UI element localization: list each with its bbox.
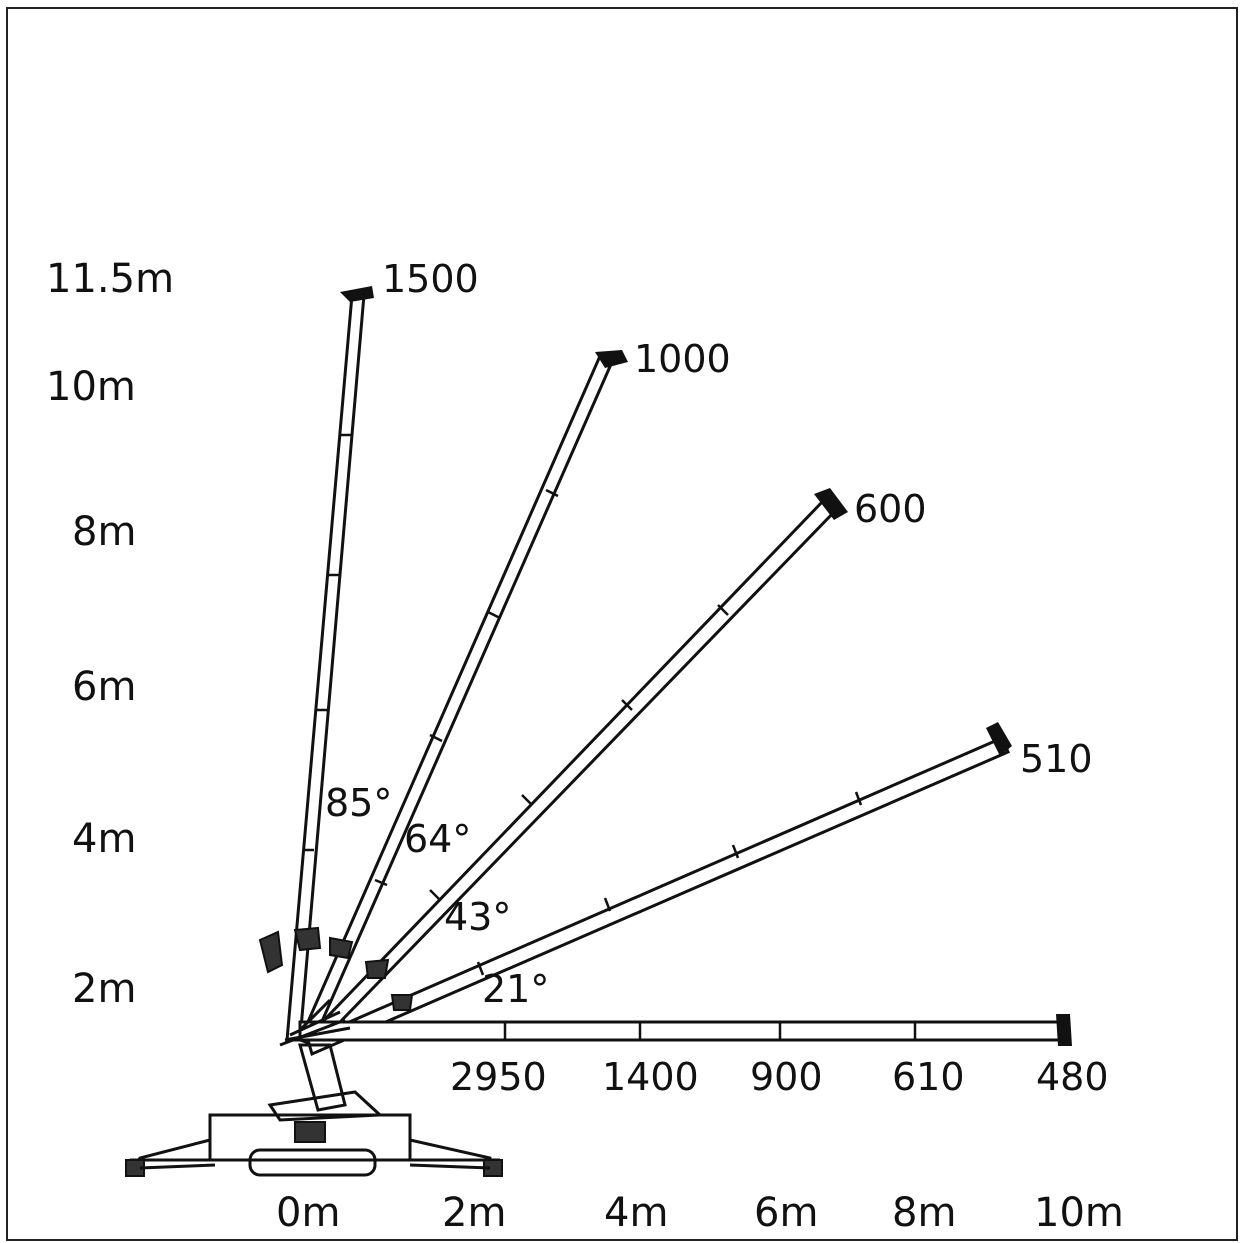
crane-base — [125, 1043, 503, 1177]
hook-icon — [340, 286, 374, 302]
angle-label: 85° — [325, 781, 392, 825]
horizontal-load-label: 2950 — [450, 1055, 547, 1099]
hook-icon — [1056, 1014, 1072, 1046]
x-axis-label: 0m — [276, 1190, 340, 1236]
horizontal-load-label: 1400 — [602, 1055, 699, 1099]
tip-load-label: 1500 — [382, 257, 479, 301]
y-axis-label: 4m — [72, 816, 136, 862]
angle-label: 43° — [444, 895, 511, 939]
y-axis-label: 10m — [46, 364, 136, 410]
horizontal-load-label: 480 — [1036, 1055, 1109, 1099]
y-axis-label: 2m — [72, 966, 136, 1012]
angle-label: 21° — [482, 967, 549, 1011]
x-axis-label: 4m — [604, 1190, 668, 1236]
horizontal-load-label: 610 — [892, 1055, 965, 1099]
x-axis-label: 2m — [442, 1190, 506, 1236]
tip-load-label: 600 — [854, 487, 927, 531]
tip-load-label: 510 — [1020, 737, 1093, 781]
x-axis-label: 6m — [754, 1190, 818, 1236]
horizontal-load-label: 900 — [750, 1055, 823, 1099]
hook-icon — [986, 722, 1012, 756]
hook-icon — [814, 488, 848, 520]
angle-label: 64° — [404, 817, 471, 861]
tip-load-label: 1000 — [634, 337, 731, 381]
y-axis-label: 11.5m — [46, 256, 174, 302]
x-axis-label: 8m — [892, 1190, 956, 1236]
boom-21 — [306, 722, 1012, 1057]
boom-0 — [298, 1014, 1072, 1046]
y-axis-label: 8m — [72, 509, 136, 555]
hook-icon — [595, 350, 628, 368]
x-axis-label: 10m — [1034, 1190, 1124, 1236]
y-axis-label: 6m — [72, 664, 136, 710]
boom-pivot — [258, 926, 414, 1047]
